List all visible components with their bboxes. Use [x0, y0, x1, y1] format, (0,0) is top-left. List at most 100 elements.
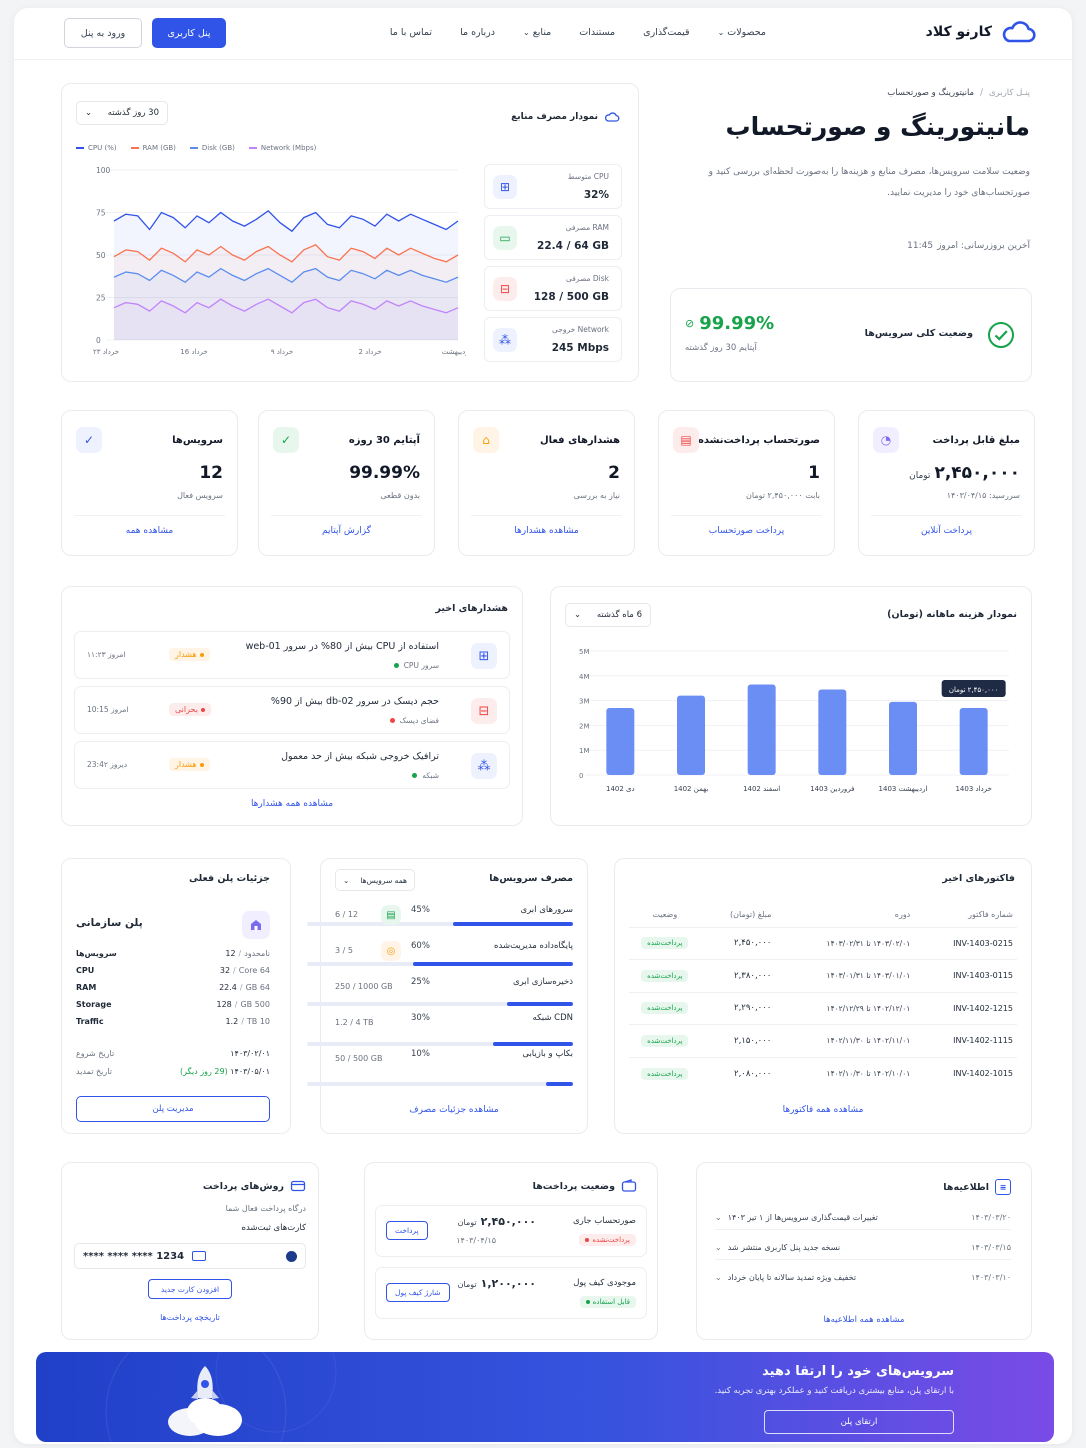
- invoice-status-cell: پرداخت‌شده: [629, 992, 701, 1025]
- nav-item-contact[interactable]: تماس با ما: [389, 27, 433, 38]
- login-button[interactable]: ورود به پنل: [64, 18, 142, 48]
- stat-value-wrap: ۲,۴۵۰,۰۰۰ تومان: [909, 463, 1020, 483]
- uptime-value: 99.99%: [699, 313, 775, 334]
- alert-row[interactable]: ⊞ استفاده از CPU بیش از 80% در سرور web-0…: [74, 631, 510, 679]
- stat-value-wrap: 2: [608, 463, 620, 483]
- legend-item: CPU (%): [76, 144, 117, 152]
- invoice-status-cell: پرداخت‌شده: [629, 927, 701, 960]
- chart-legend: CPU (%) RAM (GB) Disk (GB) Network (Mbps): [76, 144, 316, 152]
- all-invoices-link[interactable]: مشاهده همه فاکتورها: [782, 1105, 864, 1115]
- alert-row[interactable]: ⁂ ترافیک خروجی شبکه بیش از حد معمول شبکه هش…: [74, 741, 510, 789]
- plan-limit-key: سرویس‌ها: [76, 949, 117, 958]
- upgrade-plan-button[interactable]: ارتقای پلن: [764, 1410, 954, 1434]
- stat-subtext: سرویس فعال: [177, 491, 223, 500]
- plan-limit-sep: /: [233, 966, 236, 975]
- panel-button[interactable]: پنل کاربری: [152, 18, 226, 48]
- stat-link[interactable]: مشاهده هشدارها: [514, 526, 579, 536]
- plan-limit-sep: /: [239, 983, 243, 992]
- saved-cards-label: کارت‌های ثبت‌شده: [241, 1223, 307, 1233]
- plan-limit-used: 22.4: [219, 983, 237, 992]
- plan-limit-max: 64 GB: [245, 983, 270, 992]
- cost-bar[interactable]: [959, 708, 988, 775]
- add-card-button[interactable]: افزودن کارت جدید: [148, 1279, 232, 1299]
- megaphone-icon: ≡: [995, 1179, 1011, 1195]
- table-row[interactable]: INV-1402-1015 ۱۴۰۲/۱۰/۰۱ تا ۱۴۰۲/۱۰/۳۰ ۲,۰…: [629, 1057, 1017, 1090]
- alert-source-text: فضای دیسک: [399, 716, 439, 725]
- all-announcements-link[interactable]: مشاهده همه اطلاعیه‌ها: [823, 1315, 905, 1325]
- saved-card[interactable]: **** **** **** 1234: [74, 1243, 306, 1269]
- payment-item-label: موجودی کیف پول: [573, 1278, 636, 1288]
- table-row[interactable]: INV-1403-0215 ۱۴۰۳/۰۲/۰۱ تا ۱۴۰۳/۰۲/۳۱ ۲,۴…: [629, 927, 1017, 960]
- cost-bar[interactable]: [747, 684, 776, 775]
- services-filter-select[interactable]: همه سرویس‌ها ⌄: [335, 869, 415, 891]
- alert-severity-text: هشدار: [175, 760, 197, 769]
- announcement-text-wrap: تغییرات قیمت‌گذاری سرویس‌ها از ۱ تیر ۱۴۰…: [715, 1213, 878, 1222]
- table-row[interactable]: INV-1403-0115 ۱۴۰۳/۰۱/۰۱ تا ۱۴۰۳/۰۱/۳۱ ۲,۳…: [629, 959, 1017, 993]
- chevron-down-icon: ⌄: [523, 28, 530, 37]
- plan-limit-max: نامحدود: [244, 949, 270, 958]
- stat-value: 2: [608, 463, 620, 483]
- stat-link[interactable]: مشاهده همه: [125, 526, 174, 536]
- metric-value: 22.4 / 64 GB: [537, 240, 609, 252]
- alert-row[interactable]: ⊟ حجم دیسک در سرور db-02 بیش از 90% فضای د…: [74, 686, 510, 734]
- table-row[interactable]: INV-1402-1215 ۱۴۰۲/۱۲/۰۱ تا ۱۴۰۲/۱۲/۲۹ ۲,۲…: [629, 992, 1017, 1025]
- usage-details-link[interactable]: مشاهده جزئیات مصرف: [409, 1105, 499, 1115]
- payment-status-title: وضعیت پرداخت‌ها: [533, 1179, 637, 1193]
- nav-item-resources[interactable]: منابع ⌄: [523, 27, 552, 38]
- stat-value: 12: [199, 463, 223, 483]
- metric-value: 32%: [583, 189, 609, 201]
- y-tick-label: 0: [579, 772, 583, 780]
- top-navbar: کارنو کلاد محصولات ⌄ قیمت‌گذاری مستندات م…: [14, 8, 1072, 60]
- cost-bar[interactable]: [677, 695, 705, 775]
- range-select[interactable]: 30 روز گذشته ⌄: [76, 101, 168, 125]
- series-area: [114, 268, 458, 340]
- alert-source: شبکه: [412, 771, 439, 780]
- invoice-status-badge: پرداخت‌شده: [641, 1067, 689, 1080]
- card-number: **** **** **** 1234: [83, 1250, 185, 1262]
- cost-bar[interactable]: [606, 708, 635, 775]
- nav-item-pricing[interactable]: قیمت‌گذاری: [643, 27, 690, 38]
- payment-item-badge-text: قابل استفاده: [592, 1298, 630, 1306]
- service-usage-value: 50 / 500 GB: [335, 1054, 383, 1063]
- stat-card: آپتایم 30 روزه ✓ 99.99% بدون قطعی گزارش آپتا…: [258, 410, 435, 556]
- cost-bar[interactable]: [889, 701, 917, 775]
- status-dot: [393, 663, 399, 668]
- pay-button[interactable]: پرداخت: [386, 1221, 428, 1240]
- announcement-item[interactable]: ۱۴۰۳/۰۳/۱۰ تخفیف ویژه تمدید سالانه تا پای…: [715, 1273, 1011, 1282]
- invoice-amount: ۲,۳۸۰,۰۰۰: [734, 970, 772, 981]
- plan-limit-value: نامحدود/12: [225, 949, 270, 958]
- nav-item-docs[interactable]: مستندات: [579, 27, 616, 38]
- cost-bar[interactable]: [818, 689, 847, 775]
- stat-link[interactable]: گزارش آپتایم: [322, 526, 371, 536]
- nav-item-products[interactable]: محصولات ⌄: [717, 27, 766, 38]
- nav-item-about[interactable]: درباره ما: [460, 27, 496, 38]
- payment-item-badge-text: پرداخت‌نشده: [592, 1236, 630, 1244]
- all-alerts-link[interactable]: مشاهده همه هشدارها: [250, 799, 334, 809]
- table-row[interactable]: INV-1402-1115 ۱۴۰۲/۱۱/۰۱ تا ۱۴۰۲/۱۱/۳۰ ۲,۱…: [629, 1024, 1017, 1058]
- announcement-item[interactable]: ۱۴۰۳/۰۳/۲۰ تغییرات قیمت‌گذاری سرویس‌ها از…: [715, 1213, 1011, 1222]
- payment-history-link[interactable]: تاریخچه پرداخت‌ها: [160, 1313, 220, 1322]
- stat-unit: تومان: [909, 471, 931, 481]
- metric-label: Network خروجی: [552, 325, 609, 334]
- cost-range-value: 6 ماه گذشته: [596, 610, 642, 620]
- current-plan-card: جزئیات پلن فعلی پلن سازمانی ۱۴۰۳/۰۲/۰۱ ت…: [61, 858, 291, 1134]
- brand-logo[interactable]: کارنو کلاد: [926, 20, 1036, 44]
- charge-wallet-button[interactable]: شارژ کیف پول: [386, 1283, 450, 1302]
- announcement-item[interactable]: ۱۴۰۳/۰۳/۱۵ نسخه جدید پنل کاربری منتشر شد ⌄: [715, 1243, 1011, 1252]
- plan-limit-value: 64 GB/22.4: [219, 983, 270, 992]
- plan-limit-used: 128: [216, 1000, 232, 1009]
- alert-severity-badge: هشدار: [169, 648, 210, 661]
- alert-title: ترافیک خروجی شبکه بیش از حد معمول: [281, 751, 439, 762]
- breadcrumb-root[interactable]: پنـل کاربری: [988, 88, 1030, 98]
- stat-link[interactable]: پرداخت صورتحساب: [708, 526, 785, 536]
- stat-value: 99.99%: [349, 463, 420, 483]
- service-progress: [307, 1082, 573, 1086]
- stat-link[interactable]: پرداخت آنلاین: [921, 526, 972, 536]
- bell-icon: ⌂: [473, 427, 499, 453]
- stat-subtext: نیاز به بررسی: [573, 491, 620, 500]
- badge-dot: [585, 1300, 590, 1304]
- series-area: [114, 244, 458, 340]
- manage-plan-button[interactable]: مدیریت پلن: [76, 1096, 270, 1122]
- x-tick-label: اردیبهشت 1403: [879, 785, 928, 793]
- cost-range-select[interactable]: 6 ماه گذشته ⌄: [565, 603, 651, 627]
